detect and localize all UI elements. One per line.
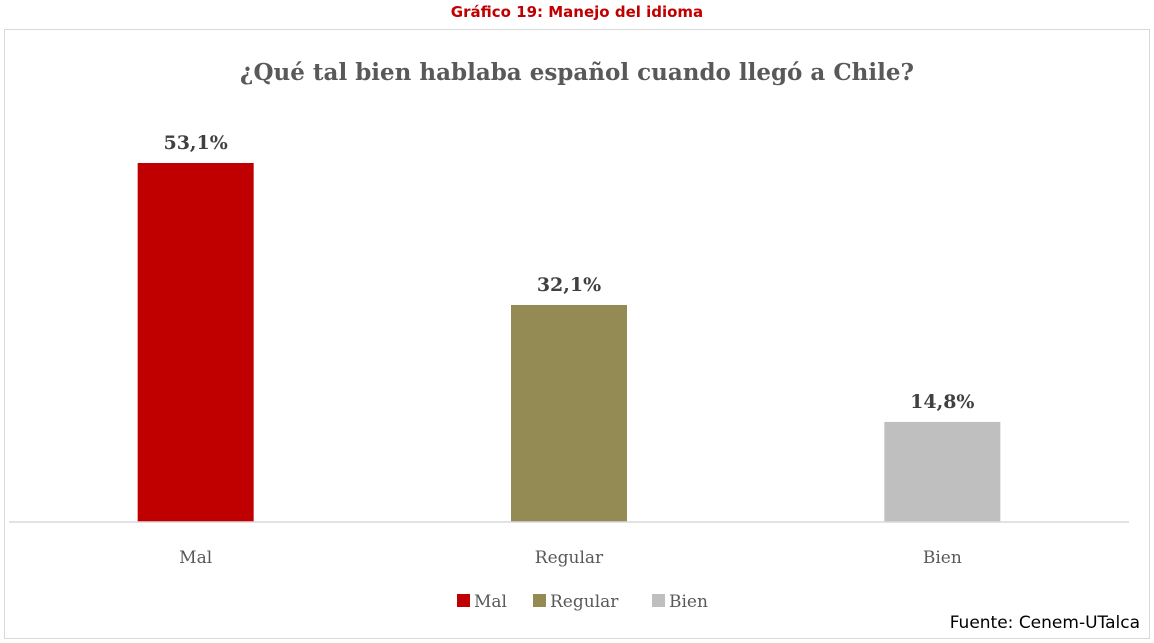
legend-label-mal: Mal: [474, 592, 507, 612]
bar-bien: [884, 421, 1001, 522]
data-label-mal: 53,1%: [163, 132, 227, 154]
figure-caption: Gráfico 19: Manejo del idioma: [450, 3, 704, 21]
bar-regular: [511, 304, 627, 522]
legend-swatch-bien: [652, 594, 665, 607]
legend-label-regular: Regular: [550, 592, 619, 612]
data-label-regular: 32,1%: [537, 274, 601, 296]
legend-swatch-mal: [457, 594, 470, 607]
category-label-regular: Regular: [535, 548, 604, 568]
source-note: Fuente: Cenem-UTalca: [949, 613, 1140, 633]
legend-swatch-regular: [533, 594, 546, 607]
category-label-mal: Mal: [179, 548, 212, 568]
chart-frame: [4, 29, 1150, 639]
data-label-bien: 14,8%: [910, 391, 974, 413]
bar-mal: [137, 163, 254, 522]
legend-label-bien: Bien: [669, 592, 708, 612]
category-label-bien: Bien: [923, 548, 962, 568]
chart-title: ¿Qué tal bien hablaba español cuando lle…: [240, 59, 914, 86]
